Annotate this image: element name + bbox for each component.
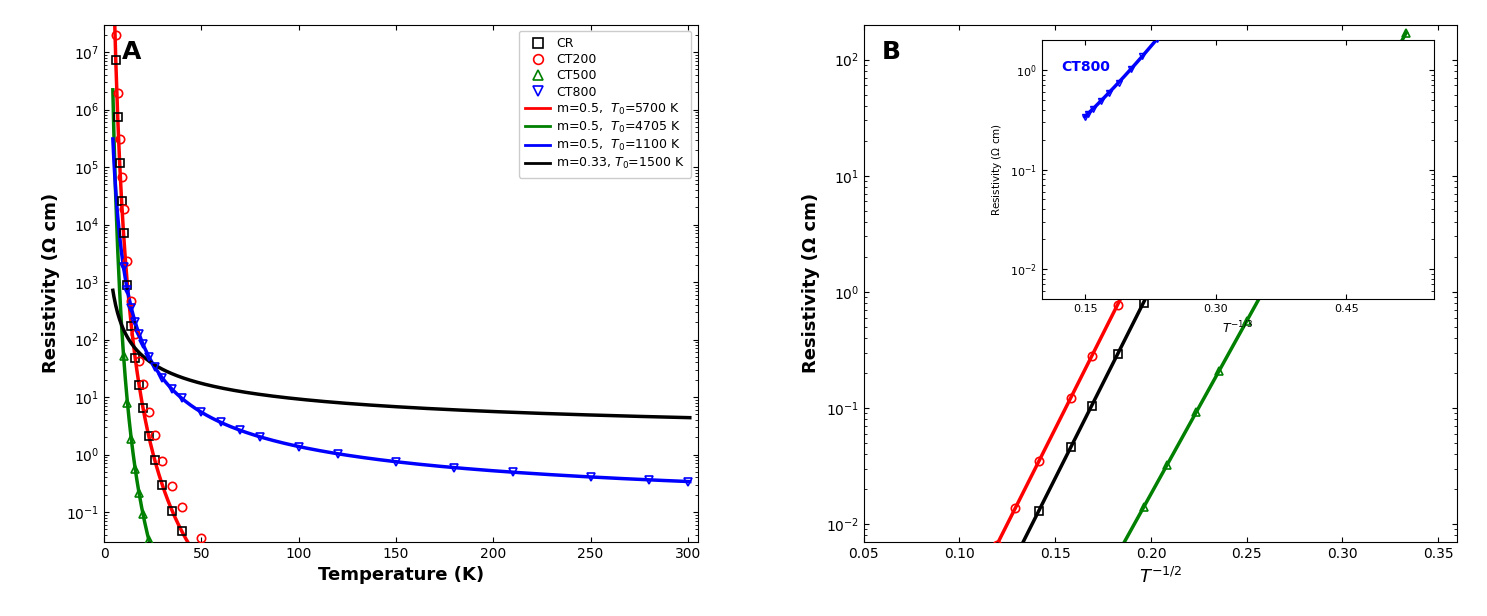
Text: CT500: CT500 (1362, 100, 1416, 116)
Y-axis label: Resistivity (Ω cm): Resistivity (Ω cm) (801, 193, 821, 373)
Text: A: A (122, 40, 141, 64)
X-axis label: Temperature (K): Temperature (K) (318, 567, 483, 585)
X-axis label: $T^{-1/2}$: $T^{-1/2}$ (1139, 567, 1182, 586)
Text: B: B (882, 40, 901, 64)
Legend: CR, CT200, CT500, CT800, m=0.5,  $T_0$=5700 K, m=0.5,  $T_0$=4705 K, m=0.5,  $T_: CR, CT200, CT500, CT800, m=0.5, $T_0$=57… (519, 31, 691, 177)
Y-axis label: Resistivity (Ω cm): Resistivity (Ω cm) (43, 193, 61, 373)
